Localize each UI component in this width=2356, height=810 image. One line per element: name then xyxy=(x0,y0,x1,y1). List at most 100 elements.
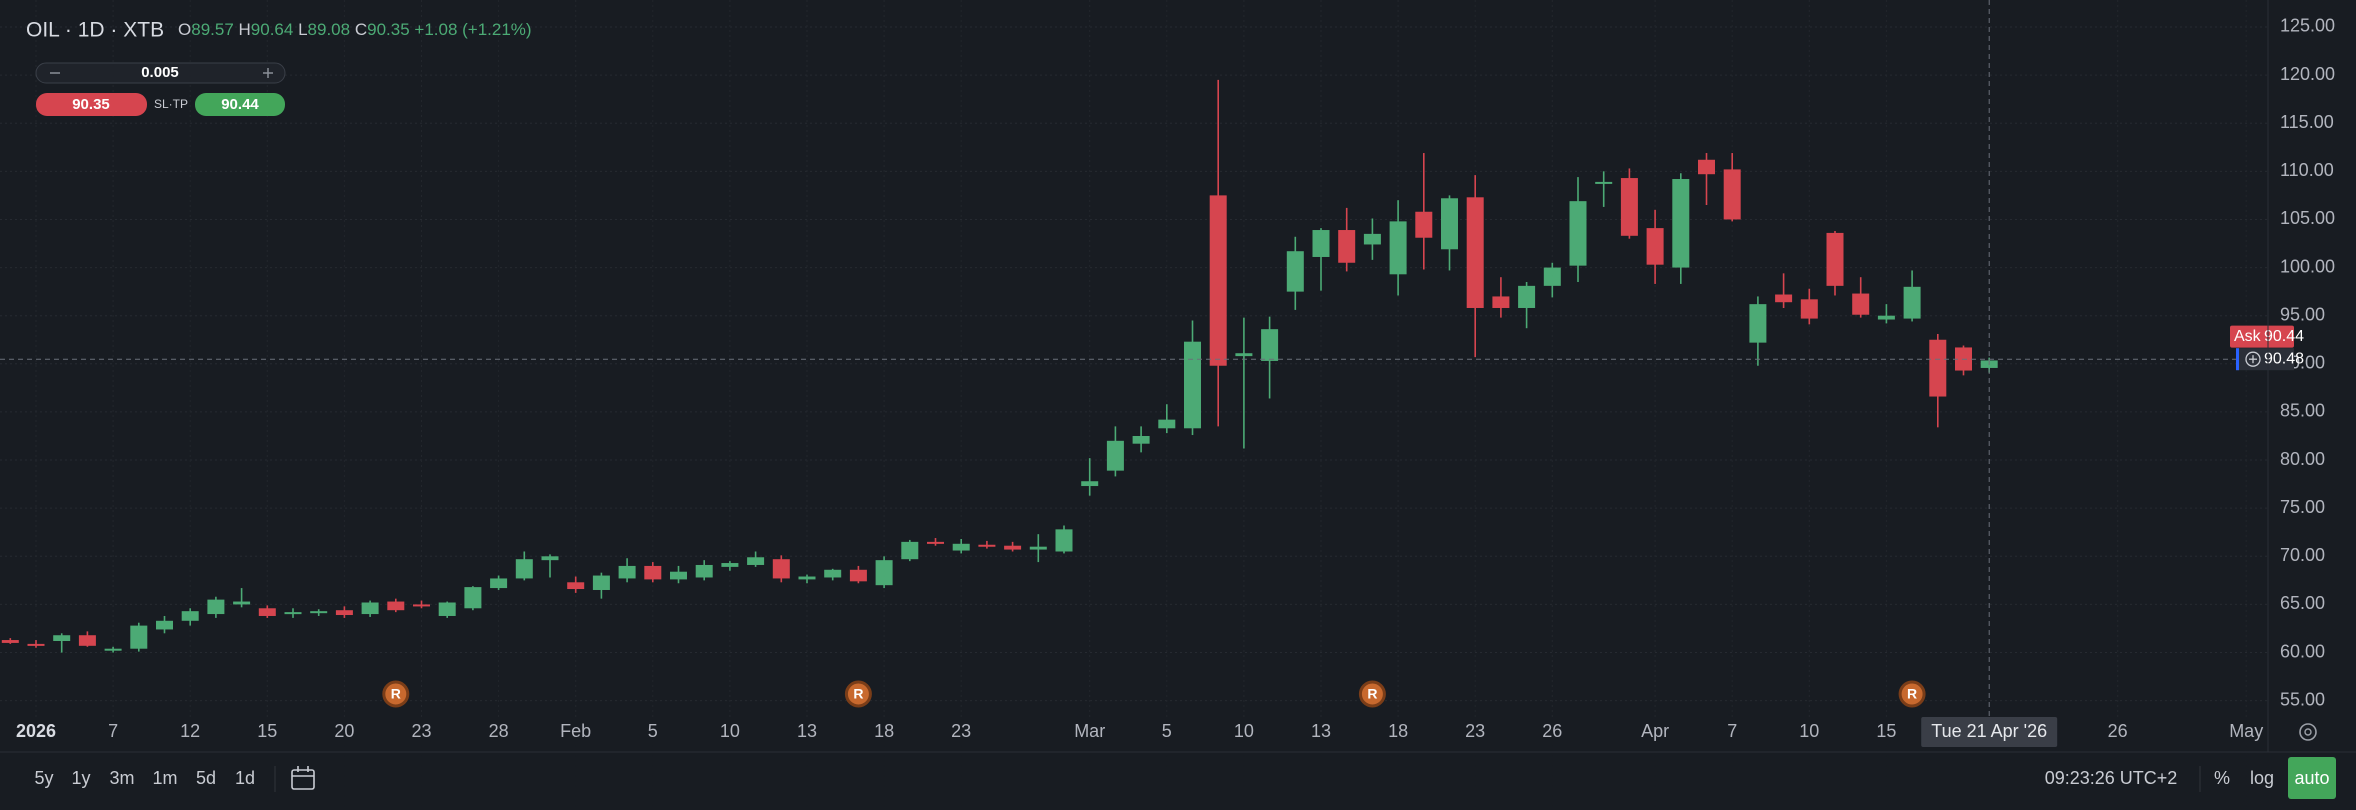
x-tick-label: 10 xyxy=(1799,721,1819,741)
candle-body xyxy=(464,587,482,609)
candle-body xyxy=(1929,339,1947,397)
calendar-icon[interactable] xyxy=(291,769,315,790)
candle-body xyxy=(1826,232,1844,286)
x-tick-label: 10 xyxy=(720,721,740,741)
sell-button[interactable] xyxy=(36,93,147,116)
auto-button-bg[interactable] xyxy=(2288,757,2336,799)
clock: 09:23:26 UTC+2 xyxy=(2045,768,2178,788)
candle-body xyxy=(824,569,842,578)
candle-body xyxy=(1338,230,1356,263)
x-tick-label: Apr xyxy=(1641,721,1669,741)
ask-tag xyxy=(2230,325,2294,348)
ohlc-letter: L xyxy=(298,20,307,39)
bid-price: 90.35 xyxy=(72,96,110,113)
quantity-field[interactable] xyxy=(35,62,286,84)
quantity: 0.005 xyxy=(141,64,179,81)
y-tick-label: 80.00 xyxy=(2280,449,2325,469)
candle-body xyxy=(1492,296,1510,308)
range-button[interactable]: 3m xyxy=(109,768,134,788)
scale-button[interactable]: log xyxy=(2250,768,2274,788)
range-button[interactable]: 1d xyxy=(235,768,255,788)
candle-body xyxy=(490,578,508,589)
calendar-icon[interactable] xyxy=(291,766,315,790)
settings-icon[interactable] xyxy=(2299,723,2317,741)
y-tick-label: 85.00 xyxy=(2280,401,2325,421)
settings-icon[interactable] xyxy=(2304,728,2312,736)
candle-body xyxy=(27,643,45,646)
crosshair-price-accent xyxy=(2236,348,2239,371)
y-tick-label: 70.00 xyxy=(2280,545,2325,565)
scale-button[interactable]: auto xyxy=(2294,768,2329,788)
candle-body xyxy=(1620,178,1638,236)
y-tick-label: 65.00 xyxy=(2280,593,2325,613)
candle-body xyxy=(747,557,765,565)
plot xyxy=(1,79,1998,653)
x-tick-label: 5 xyxy=(1162,721,1172,741)
candle-body xyxy=(875,560,893,586)
candle-body xyxy=(413,604,430,607)
buy-button[interactable] xyxy=(195,93,285,116)
grid xyxy=(0,26,2268,702)
y-tick-label: 95.00 xyxy=(2280,304,2325,324)
x-tick-label: 18 xyxy=(1388,721,1408,741)
candle-body xyxy=(721,563,739,567)
y-tick-label: 115.00 xyxy=(2280,112,2334,132)
candle-body xyxy=(515,559,533,579)
candle-body xyxy=(1543,267,1561,286)
candle-body xyxy=(156,620,173,630)
range-button[interactable]: 5d xyxy=(196,768,216,788)
candle-body xyxy=(1235,353,1253,357)
candle-body xyxy=(1466,197,1484,308)
candle-body xyxy=(695,564,713,578)
candle-body xyxy=(1569,201,1587,266)
candle-body xyxy=(53,635,71,642)
change: +1.08 (+1.21%) xyxy=(414,20,531,39)
x-tick-label: 23 xyxy=(951,721,971,741)
event-marker xyxy=(1358,680,1386,708)
x-tick-label: 12 xyxy=(180,721,200,741)
candle-body xyxy=(901,541,919,560)
candle-body xyxy=(130,625,148,649)
x-tick-label: 13 xyxy=(1311,721,1331,741)
candle-body xyxy=(1775,294,1793,303)
candle-body xyxy=(207,599,225,615)
ohlc-letter: H xyxy=(239,20,251,39)
range-button[interactable]: 1m xyxy=(152,768,177,788)
x-tick-label: 7 xyxy=(108,721,118,741)
candle-body xyxy=(1518,285,1536,308)
ohlc-value: 89.08 xyxy=(308,20,351,39)
candle-body xyxy=(104,648,122,651)
x-tick-label: 15 xyxy=(257,721,277,741)
candle-body xyxy=(1286,251,1304,292)
event-marker xyxy=(382,680,410,708)
add-alert-icon xyxy=(2245,351,2261,367)
x-tick-label: 5 xyxy=(648,721,658,741)
candle-body xyxy=(541,556,559,561)
candle-body xyxy=(78,635,96,646)
candle-body xyxy=(1,640,19,643)
y-tick-label: 110.00 xyxy=(2280,160,2334,180)
x-tick-label: May xyxy=(2229,721,2263,741)
candle-body xyxy=(1106,440,1124,471)
y-tick-label: 125.00 xyxy=(2280,16,2335,36)
candle-body xyxy=(1852,293,1870,315)
ohlc-letter: C xyxy=(355,20,367,39)
candle-body xyxy=(592,575,610,590)
crosshair-price-tag xyxy=(2236,348,2294,371)
candle-body xyxy=(1184,341,1201,429)
candle-body xyxy=(1209,195,1227,366)
range-button[interactable]: 1y xyxy=(71,768,90,788)
range-button[interactable]: 5y xyxy=(34,768,53,788)
x-tick-label: 26 xyxy=(1542,721,1562,741)
candle-body xyxy=(1749,304,1767,343)
candle-body xyxy=(1877,315,1895,320)
scale-button[interactable]: % xyxy=(2214,768,2230,788)
candle-body xyxy=(618,565,636,579)
x-tick-label: 13 xyxy=(797,721,817,741)
candle-body xyxy=(1723,169,1741,220)
x-tick-label: 15 xyxy=(1876,721,1896,741)
sl-tp[interactable]: SL·TP xyxy=(154,97,188,111)
candle-body xyxy=(567,582,585,590)
x-tick-label: 28 xyxy=(489,721,509,741)
